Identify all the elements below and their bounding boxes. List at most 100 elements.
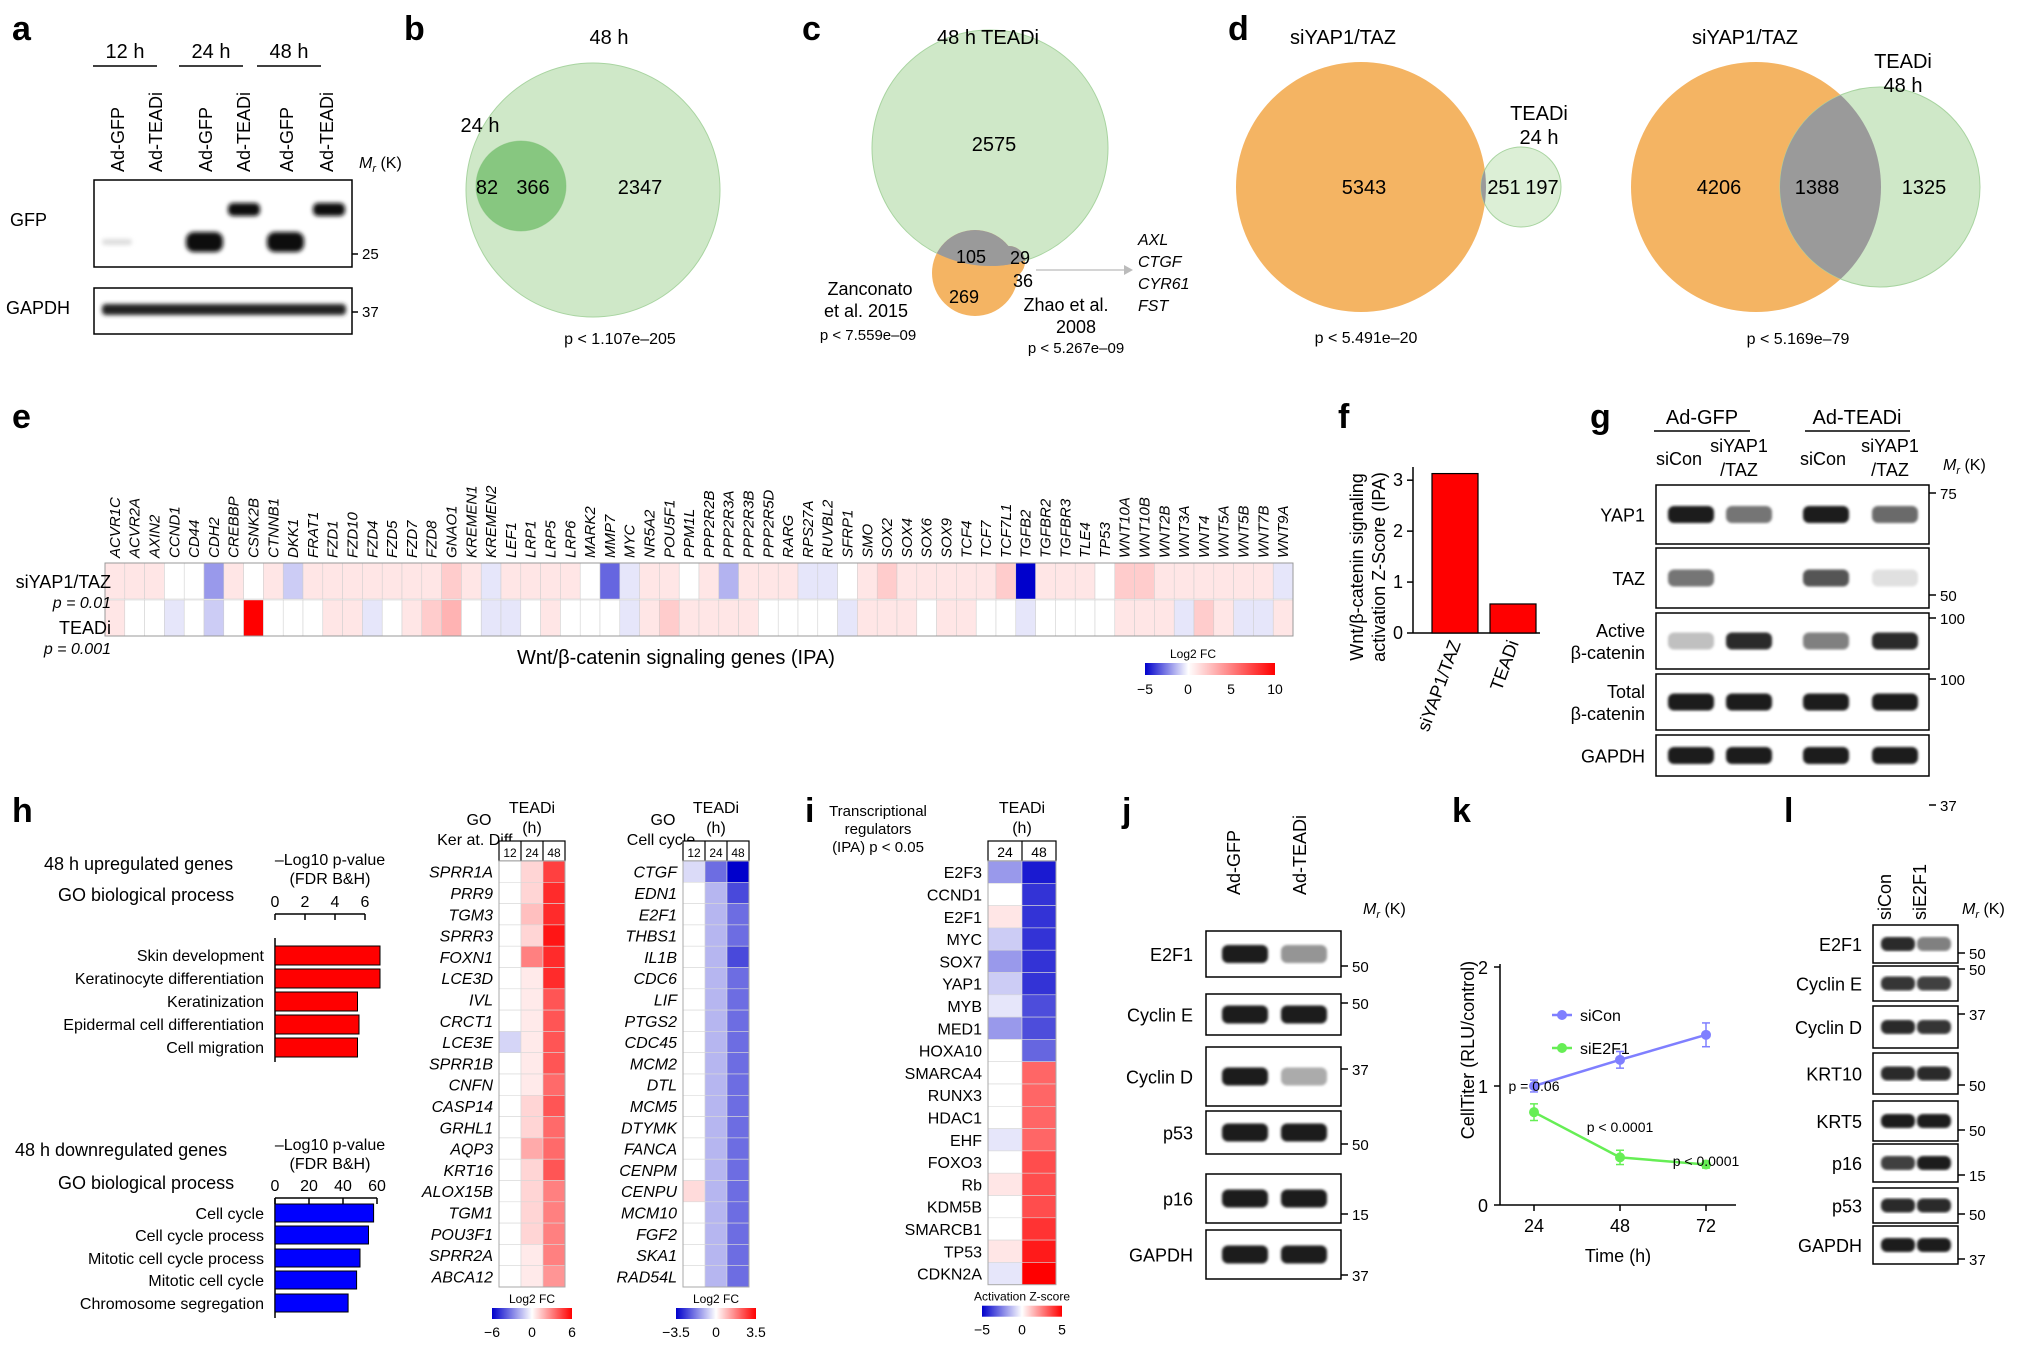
- panel-e-gene-label: PPM1L: [681, 509, 698, 558]
- panel-h-hm2-scale-tick: 0: [712, 1324, 720, 1340]
- panel-h-hm2-cell: [726, 988, 750, 1011]
- panel-h-hm1-cell: [542, 881, 566, 904]
- panel-h-hm1-cell: [542, 945, 566, 968]
- panel-h-hm2-cell: [704, 1244, 728, 1267]
- panel-g-marker: 37: [1940, 798, 1957, 815]
- panel-g-band: [1803, 747, 1849, 764]
- panel-l-band: [1917, 1156, 1951, 1170]
- panel-i-hm-cell: [987, 927, 1023, 951]
- panel-h-hm2-cell: [704, 1073, 728, 1096]
- panel-k-legend-item: siCon: [1580, 1008, 1621, 1025]
- panel-e-gene-label: CDH2: [206, 517, 223, 558]
- panel-g-band: [1668, 569, 1714, 587]
- panel-j-mr: Mr (K): [1363, 901, 1406, 921]
- panel-e-row1-label: siYAP1/TAZ: [16, 572, 111, 592]
- panel-e-cell-teadi: [738, 599, 759, 637]
- panel-l-row-label: p16: [1832, 1154, 1862, 1174]
- panel-i-hm-colorscale: [982, 1305, 1062, 1317]
- panel-h-hm1-cell: [498, 967, 522, 990]
- panel-e-gene-label: FZD5: [384, 520, 401, 558]
- panel-e-cell-teadi: [1094, 599, 1116, 637]
- panel-h-hm1-cell: [542, 1158, 566, 1181]
- panel-e-gene-label: PPP2R5D: [760, 489, 777, 558]
- venn-d2-n-right: 1325: [1902, 177, 1947, 199]
- panel-j-marker: 15: [1352, 1207, 1369, 1224]
- panel-h-hm1-cell: [542, 1031, 566, 1054]
- panel-h-hm2-time: 24: [709, 846, 723, 860]
- panel-h-hm1-gene: KRT16: [443, 1163, 493, 1180]
- panel-h-hm2-cell: [704, 1116, 728, 1139]
- venn-d2-n-overlap: 1388: [1795, 177, 1840, 199]
- panel-e-cell-teadi: [243, 599, 264, 637]
- panel-h-down-bar: [274, 1203, 375, 1223]
- panel-h-hm1-cell: [520, 924, 544, 947]
- panel-i-hm-gene: HDAC1: [928, 1110, 982, 1127]
- panel-i-hm-cell: [1021, 1061, 1057, 1085]
- panel-e-cell-teadi: [857, 599, 878, 637]
- panel-e-cell-siyap: [560, 562, 581, 600]
- panel-l-row-label: Cyclin D: [1795, 1018, 1862, 1038]
- panel-i-hm-gene: YAP1: [942, 977, 982, 994]
- panel-e-cell-siyap: [579, 562, 601, 600]
- panel-e-cell-siyap: [857, 562, 878, 600]
- panel-l-marker: 15: [1969, 1168, 1986, 1185]
- panel-h-hm1-cell: [498, 1073, 522, 1096]
- panel-g-row-label: β-catenin: [1571, 643, 1645, 663]
- panel-i-hm-cell: [987, 1195, 1023, 1219]
- panel-h-up-category: Epidermal cell differentiation: [63, 1017, 264, 1034]
- panel-g-lane: siYAP1: [1710, 436, 1768, 456]
- panel-i-hm-time: 24: [997, 844, 1013, 860]
- panel-i-hm-cell: [1021, 972, 1057, 996]
- panel-e-cell-siyap: [698, 562, 720, 600]
- panel-h-hm1-cell: [498, 1137, 522, 1160]
- panel-e-cell-siyap: [1094, 562, 1116, 600]
- panel-h-down-tick: 20: [300, 1178, 318, 1195]
- panel-g-lane: siCon: [1800, 449, 1846, 469]
- panel-h-hm2-cell: [726, 1009, 750, 1032]
- panel-h-hm1-cell: [542, 1222, 566, 1245]
- panel-g-band: [1726, 632, 1772, 650]
- panel-g-band: [1872, 569, 1918, 587]
- panel-e-cell-teadi: [1213, 599, 1234, 637]
- panel-e-cell-teadi: [302, 599, 324, 637]
- panel-h-hm1-cell: [498, 1201, 522, 1224]
- panel-e-gene-label: LRP6: [562, 520, 579, 558]
- panel-e-cell-siyap: [322, 562, 343, 600]
- panel-h-hm1-cell: [498, 1116, 522, 1139]
- panel-i-hm-gene: MED1: [938, 1021, 983, 1038]
- panel-e-cell-siyap: [916, 562, 937, 600]
- panel-i-header-3: (IPA) p < 0.05: [832, 839, 924, 856]
- panel-h-hm2-cell: [726, 860, 750, 883]
- panel-e-cell-teadi: [579, 599, 601, 637]
- panel-h-hm1-time: 12: [503, 846, 517, 860]
- panel-e-gene-label: FZD7: [404, 520, 421, 558]
- venn-d1-siyap: [1236, 62, 1486, 312]
- panel-a-bands: [102, 203, 346, 315]
- panel-h-hm2-cell: [682, 1009, 706, 1032]
- panel-e-cell-teadi: [896, 599, 918, 637]
- panel-h-hm1-cell: [498, 903, 522, 926]
- panel-e-cell-siyap: [223, 562, 244, 600]
- panel-k-annotation: p < 0.0001: [1587, 1119, 1654, 1135]
- panel-e-cell-teadi: [362, 599, 383, 637]
- panel-h-hm2-gene: DTL: [647, 1078, 677, 1095]
- panel-h-hm1-cell: [520, 945, 544, 968]
- panel-h-hm2-cell: [726, 1201, 750, 1224]
- panel-e-gene-label: SOX6: [919, 517, 936, 558]
- panel-h-hm2-cell: [726, 903, 750, 926]
- panel-h-hm1-cell: [498, 1095, 522, 1117]
- panel-e-cell-siyap: [1035, 562, 1056, 600]
- panel-e-gene-label: FZD10: [345, 512, 362, 559]
- panel-j-row-label: Cyclin E: [1127, 1006, 1193, 1026]
- panel-i-hm-scale-title: Activation Z-score: [974, 1290, 1070, 1304]
- panel-e-row2-label: TEADi: [59, 618, 111, 638]
- panel-e-gene-label: FZD1: [325, 521, 342, 559]
- panel-e-cell-siyap: [1233, 562, 1254, 600]
- panel-i-hm-cell: [987, 972, 1023, 996]
- panel-e-cell-siyap: [995, 562, 1017, 600]
- panel-h-hm1-time: 24: [525, 846, 539, 860]
- panel-h-hm2-cell: [726, 1137, 750, 1160]
- panel-j-band: [1281, 1189, 1327, 1208]
- panel-e-cell-siyap: [164, 562, 185, 600]
- panel-h-up-bar: [274, 1037, 358, 1058]
